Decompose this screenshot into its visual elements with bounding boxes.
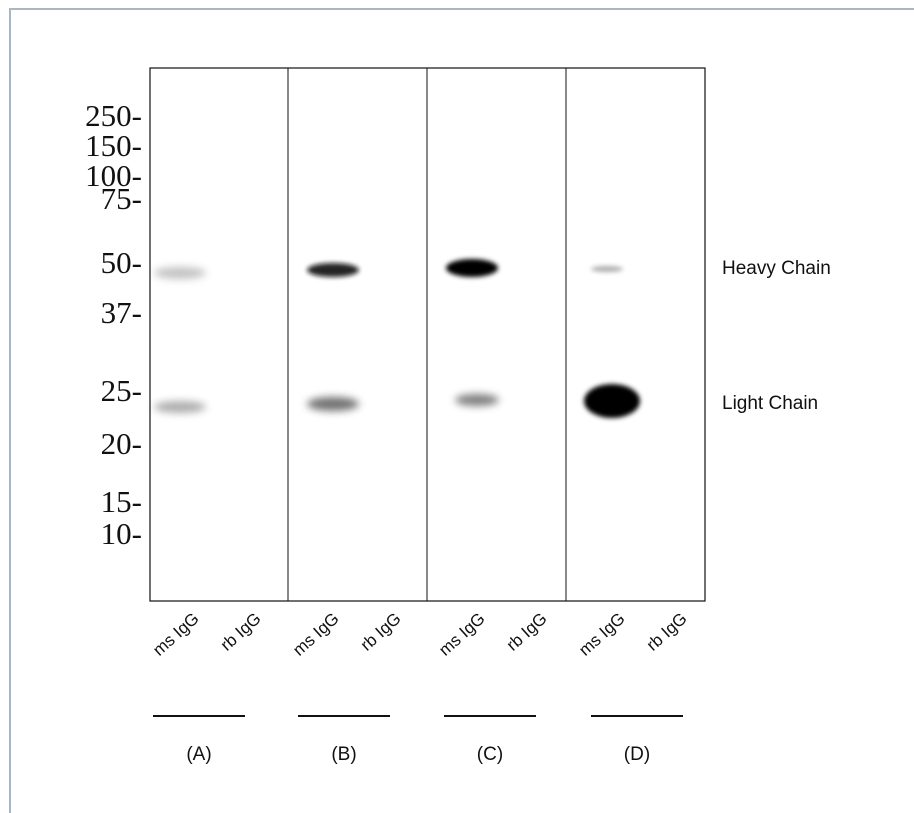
marker-label: 50- (101, 245, 142, 280)
band (584, 384, 640, 418)
band-label: Heavy Chain (722, 258, 831, 279)
marker-label: 20- (101, 426, 142, 461)
lane-label: rb IgG (357, 609, 405, 655)
band (154, 401, 206, 413)
panel-label: (D) (624, 744, 650, 765)
marker-label: 25- (101, 373, 142, 408)
lane-label: ms IgG (435, 609, 488, 660)
lane-label: rb IgG (503, 609, 551, 655)
band (455, 394, 499, 406)
lane-label: ms IgG (575, 609, 628, 660)
lane-label: rb IgG (217, 609, 265, 655)
marker-label: 10- (101, 516, 142, 551)
panel-label: (A) (186, 744, 211, 765)
frame (9, 8, 914, 813)
band (307, 397, 359, 411)
lane-label: ms IgG (149, 609, 202, 660)
marker-label: 75- (101, 181, 142, 216)
blot (149, 67, 706, 602)
marker-label: 250- (85, 98, 142, 133)
marker-label: 100- (85, 158, 142, 193)
band-label: Light Chain (722, 393, 818, 414)
lane-label: ms IgG (289, 609, 342, 660)
marker-label: 150- (85, 128, 142, 163)
band (154, 267, 206, 279)
panel-label: (B) (331, 744, 356, 765)
lane-label: rb IgG (643, 609, 691, 655)
marker-label: 37- (101, 295, 142, 330)
marker-label: 15- (101, 484, 142, 519)
panel-label: (C) (477, 744, 503, 765)
band (446, 259, 498, 277)
band (307, 263, 359, 277)
band (591, 266, 623, 272)
